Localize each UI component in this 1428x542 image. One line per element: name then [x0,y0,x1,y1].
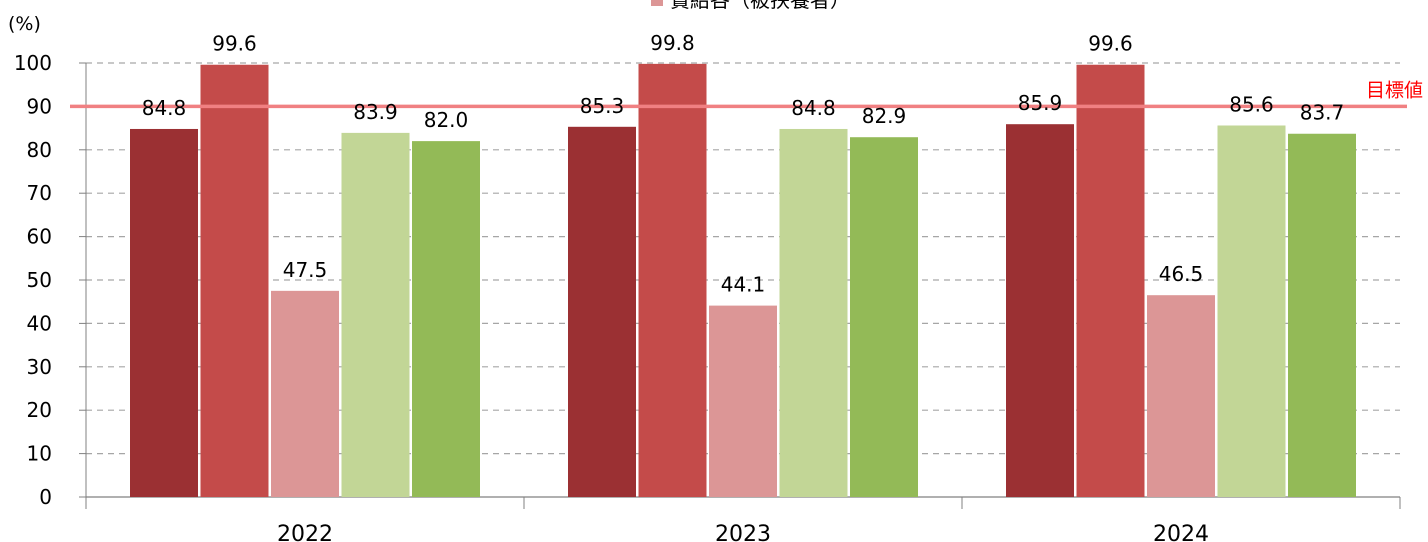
bar [1217,125,1286,497]
data-label: 84.8 [791,96,836,120]
target-label: 目標値 [1366,79,1423,101]
y-tick-label: 100 [14,51,52,75]
legend-swatch [651,0,663,6]
y-tick-label: 30 [27,355,52,379]
bar [1006,124,1074,497]
y-tick-label: 0 [39,485,52,509]
bar [412,141,480,497]
bar [850,137,918,498]
data-label: 99.8 [650,31,695,55]
data-label: 99.6 [212,32,257,56]
data-labels: 84.8 99.6 47.5 83.9 82.0 85.3 99.8 44.1 84.8 82.9… [142,31,1345,297]
bar [709,305,777,497]
data-label: 82.9 [862,104,907,128]
bar [1147,295,1215,497]
bar [200,64,269,498]
data-label: 44.1 [721,273,766,297]
target-line-group: 目標値 [70,79,1423,109]
data-label: 82.0 [424,108,469,132]
data-label: 84.8 [142,96,187,120]
data-label: 85.6 [1229,92,1274,116]
x-tick-label: 2022 [277,522,333,542]
bar [1076,64,1145,498]
legend-label: 賞給各（被扶養者） [670,0,850,12]
data-label: 83.9 [353,100,398,124]
bar [341,132,410,497]
bar [130,128,198,497]
data-label: 85.9 [1018,91,1063,115]
y-tick-label: 10 [27,442,52,466]
y-unit-label: (%) [8,13,41,35]
y-tick-label: 70 [27,181,52,205]
bars [130,63,1356,498]
x-tick-label: 2023 [715,522,771,542]
bar [638,63,707,497]
y-tick-label: 90 [27,94,52,118]
bar [568,126,636,497]
x-tick-label: 2024 [1153,522,1209,542]
bar [1288,133,1356,497]
data-label: 85.3 [580,94,625,118]
bar [271,290,339,497]
y-tick-label: 80 [27,138,52,162]
legend: 賞給各（被扶養者） [651,0,850,12]
data-label: 46.5 [1159,262,1204,286]
data-label: 47.5 [283,258,328,282]
data-label: 99.6 [1088,32,1133,56]
bar [779,128,848,497]
y-tick-label: 40 [27,311,52,335]
y-tick-label: 50 [27,268,52,292]
y-tick-label: 60 [27,225,52,249]
y-tick-label: 20 [27,398,52,422]
data-label: 83.7 [1300,101,1345,125]
